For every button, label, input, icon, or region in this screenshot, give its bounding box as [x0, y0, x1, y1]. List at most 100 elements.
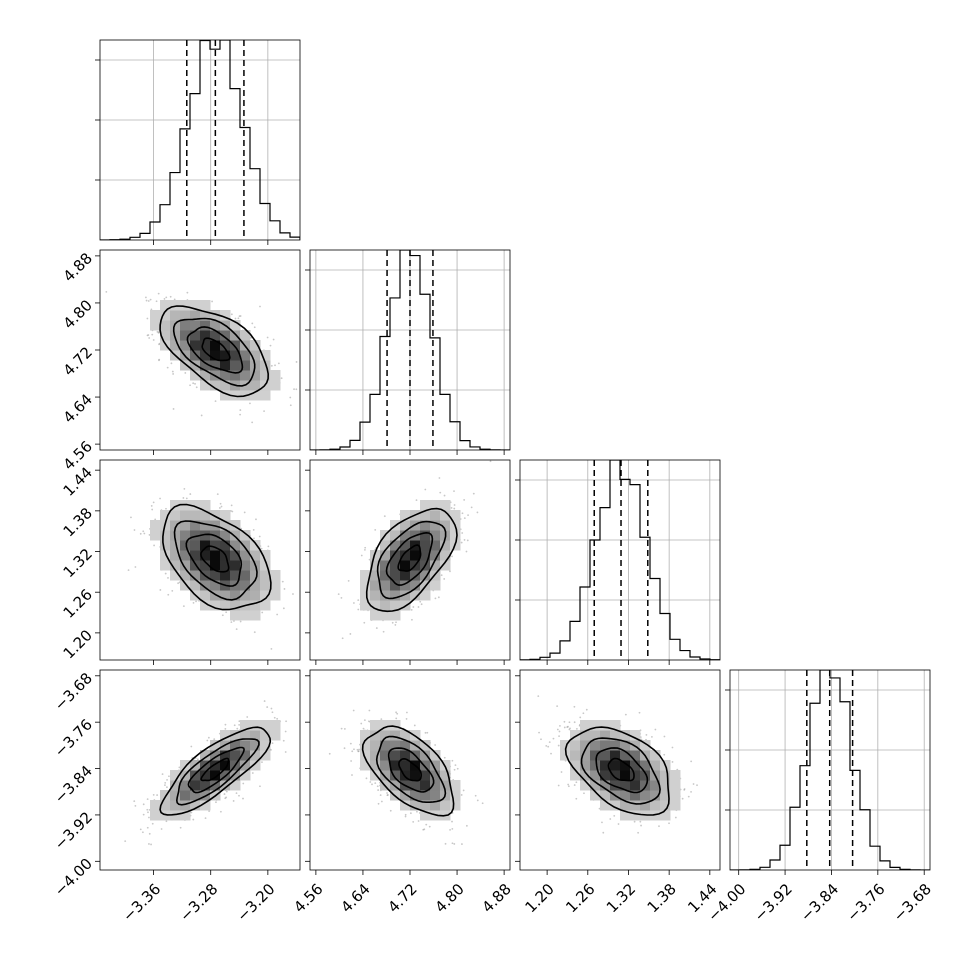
density-cell [370, 750, 381, 761]
density-cell [220, 380, 231, 391]
density-cell [180, 540, 191, 551]
density-cell [150, 310, 161, 321]
density-cell [250, 730, 261, 741]
density-cell [370, 580, 381, 591]
sample-point [404, 815, 407, 818]
sample-point [443, 578, 446, 580]
density-cell [180, 780, 191, 791]
density-cell [210, 380, 221, 391]
sample-point [440, 574, 443, 577]
density-cell [190, 770, 201, 781]
density-cell [210, 320, 221, 331]
sample-point [451, 827, 454, 830]
density-cell [220, 530, 231, 541]
y-tick-label: −4.00 [51, 855, 96, 900]
density-cell [230, 780, 241, 791]
sample-point [476, 511, 479, 514]
sample-point [149, 298, 152, 301]
density-cell [210, 760, 221, 771]
sample-point [148, 534, 151, 536]
sample-point [404, 813, 407, 816]
density-cell [170, 550, 181, 561]
contour-level-0 [201, 337, 231, 362]
density-cell [180, 810, 191, 821]
density-cell [220, 780, 231, 791]
density-cell [380, 740, 391, 751]
sample-point [211, 300, 213, 303]
density-cell [270, 720, 281, 731]
contour-level-0 [200, 757, 230, 782]
sample-point [200, 414, 203, 417]
density-cell [250, 750, 261, 761]
sample-point [151, 508, 154, 511]
panel-1-0: 4.564.644.724.804.88 [60, 249, 301, 474]
density-cell [380, 600, 391, 611]
density-cell [220, 510, 231, 521]
sample-point [258, 535, 261, 538]
density-cell [180, 530, 191, 541]
density-cell [420, 530, 431, 541]
panel-frame [99, 459, 301, 661]
sample-point [220, 505, 223, 508]
sample-point [376, 785, 379, 788]
sample-point [271, 742, 274, 745]
sample-point [360, 554, 363, 557]
sample-point [238, 720, 241, 723]
sample-point [160, 828, 163, 830]
sample-point [230, 621, 233, 624]
sample-point [283, 588, 286, 590]
sample-point [461, 512, 464, 515]
density-cell [200, 360, 211, 371]
histogram-0 [100, 40, 300, 240]
density-cell [200, 510, 211, 521]
density-cell [380, 580, 391, 591]
density-cell [160, 550, 171, 561]
density-cell [210, 770, 221, 781]
sample-point [157, 292, 160, 295]
density-cell [180, 300, 191, 311]
density-cell [450, 530, 461, 541]
density-cell [220, 330, 231, 341]
sample-point [133, 800, 136, 803]
sample-point [282, 739, 285, 742]
density-cell [240, 560, 251, 571]
y-tick-label: 1.26 [60, 585, 96, 621]
sample-point [242, 797, 244, 800]
sample-point [270, 364, 273, 367]
density-cell [240, 720, 251, 731]
sample-point [146, 334, 149, 337]
density-cell [390, 560, 401, 571]
sample-point [163, 298, 166, 300]
sample-point [225, 796, 228, 799]
density-cell [200, 750, 211, 761]
density-cell [360, 570, 371, 581]
sample-point [351, 750, 354, 753]
sample-point [377, 789, 380, 791]
sample-point [219, 502, 222, 505]
sample-point [426, 731, 429, 734]
sample-point [148, 816, 150, 819]
density-cell [230, 370, 241, 381]
density-cell [170, 520, 181, 531]
contour-level-1 [186, 326, 244, 374]
sample-point [465, 824, 468, 827]
sample-point [225, 611, 228, 614]
density-cell [210, 360, 221, 371]
density-cell [440, 500, 451, 511]
density-cell [370, 720, 381, 731]
sample-point [158, 359, 160, 362]
density-cell [390, 580, 401, 591]
panel-frame [99, 669, 301, 871]
density-cell [200, 540, 211, 551]
density-cell [260, 720, 271, 731]
density-cell [240, 370, 251, 381]
density-cell [420, 500, 431, 511]
sample-point [154, 518, 157, 521]
sample-point [164, 572, 167, 575]
sample-point [164, 782, 167, 784]
sample-point [343, 728, 346, 730]
density-cell [250, 340, 261, 351]
sample-point [253, 537, 255, 540]
sample-point [169, 295, 172, 298]
density-cell [200, 580, 211, 591]
